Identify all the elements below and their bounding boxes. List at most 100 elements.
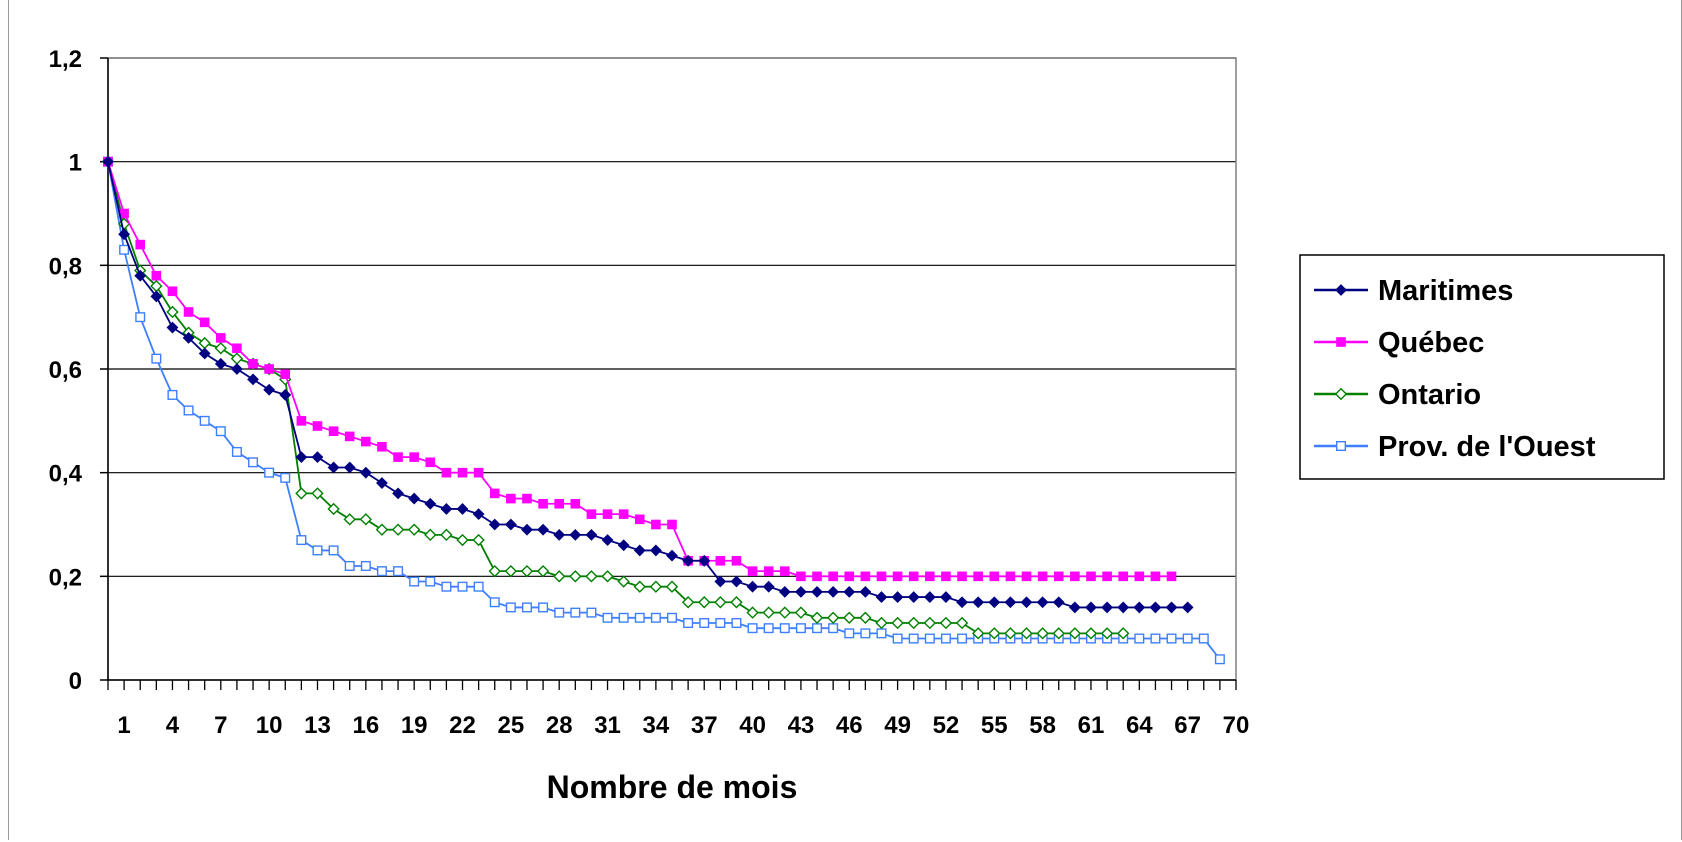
- data-point: [473, 581, 484, 592]
- data-point: [119, 244, 130, 255]
- data-point: [714, 596, 727, 609]
- data-point: [151, 270, 162, 281]
- data-point: [393, 566, 404, 577]
- data-point: [763, 566, 774, 576]
- data-point: [1166, 571, 1177, 582]
- data-point: [651, 519, 661, 530]
- data-point: [230, 352, 244, 365]
- y-tick-label: 0,8: [49, 253, 82, 280]
- data-point: [941, 571, 951, 582]
- data-point: [522, 493, 532, 504]
- data-point: [843, 585, 856, 598]
- data-point: [634, 612, 645, 623]
- data-point: [263, 383, 276, 396]
- data-point: [296, 416, 307, 426]
- series-lines: [101, 155, 1225, 665]
- x-tick-label: 10: [256, 712, 283, 739]
- data-point: [505, 602, 516, 613]
- data-point: [392, 487, 404, 500]
- data-point: [344, 560, 355, 571]
- data-point: [972, 596, 985, 609]
- data-point: [424, 497, 437, 510]
- data-point: [827, 585, 840, 598]
- data-point: [504, 564, 518, 578]
- legend-item: Maritimes: [1314, 275, 1513, 307]
- series-line: [107, 161, 1124, 635]
- data-point: [715, 555, 726, 566]
- data-point: [538, 602, 549, 613]
- x-tick-label: 7: [214, 712, 227, 739]
- data-point: [344, 431, 355, 442]
- data-point: [1020, 627, 1033, 640]
- data-point: [151, 353, 162, 364]
- data-point: [425, 576, 436, 587]
- x-tick-label: 40: [739, 712, 766, 739]
- data-point: [457, 467, 468, 478]
- series-line: [107, 161, 1188, 609]
- data-point: [1070, 571, 1080, 582]
- data-point: [393, 452, 403, 462]
- data-point: [167, 286, 178, 297]
- data-point: [618, 612, 629, 623]
- x-tick-label: 1: [117, 712, 130, 739]
- data-point: [618, 509, 629, 519]
- y-tick-label: 0,4: [49, 461, 83, 488]
- data-point: [714, 575, 727, 588]
- data-point: [763, 623, 774, 634]
- data-point: [715, 617, 726, 628]
- data-point: [1166, 633, 1177, 644]
- data-point: [554, 607, 565, 618]
- data-point: [296, 535, 307, 546]
- data-point: [328, 426, 339, 436]
- data-point: [907, 616, 920, 630]
- data-point: [826, 611, 840, 624]
- data-point: [1118, 571, 1129, 582]
- legend-item: Ontario: [1314, 379, 1481, 411]
- data-point: [955, 616, 969, 630]
- data-point: [731, 555, 742, 566]
- y-tick-label: 0,6: [49, 357, 82, 384]
- data-point: [456, 503, 469, 515]
- x-tick-label: 19: [401, 712, 428, 739]
- series-ontario: [101, 155, 1130, 640]
- data-point: [473, 467, 484, 478]
- data-point: [908, 633, 919, 644]
- data-point: [248, 457, 259, 468]
- data-point: [924, 633, 935, 644]
- x-tick-label: 31: [594, 712, 621, 739]
- data-point: [456, 533, 469, 547]
- data-point: [779, 623, 790, 634]
- data-point: [1036, 627, 1049, 640]
- data-point: [248, 359, 258, 369]
- data-point: [569, 570, 582, 583]
- data-point: [989, 571, 1000, 582]
- x-tick-label: 4: [166, 712, 180, 739]
- data-point: [359, 466, 372, 479]
- y-tick-labels: 0 0,2 0,4 0,6 0,8 1 1,2: [49, 46, 83, 695]
- data-point: [488, 564, 501, 578]
- data-point: [844, 628, 855, 639]
- data-point: [1037, 571, 1048, 582]
- data-point: [859, 585, 872, 598]
- data-point: [376, 477, 388, 489]
- data-point: [264, 467, 275, 478]
- data-point: [280, 369, 291, 379]
- data-point: [844, 571, 855, 582]
- data-point: [780, 566, 790, 576]
- data-point: [843, 611, 856, 624]
- data-point: [1053, 571, 1064, 582]
- data-point: [343, 513, 356, 526]
- data-point: [538, 498, 548, 509]
- data-point: [488, 518, 501, 531]
- legend-marker: [1335, 284, 1347, 296]
- data-point: [923, 616, 937, 630]
- data-point: [1085, 601, 1097, 614]
- data-point: [923, 591, 936, 603]
- gridlines: [108, 57, 1236, 577]
- data-point: [1004, 596, 1017, 609]
- y-tick-label: 1: [69, 150, 82, 177]
- data-point: [570, 607, 581, 618]
- data-point: [876, 571, 887, 582]
- data-point: [1149, 601, 1162, 614]
